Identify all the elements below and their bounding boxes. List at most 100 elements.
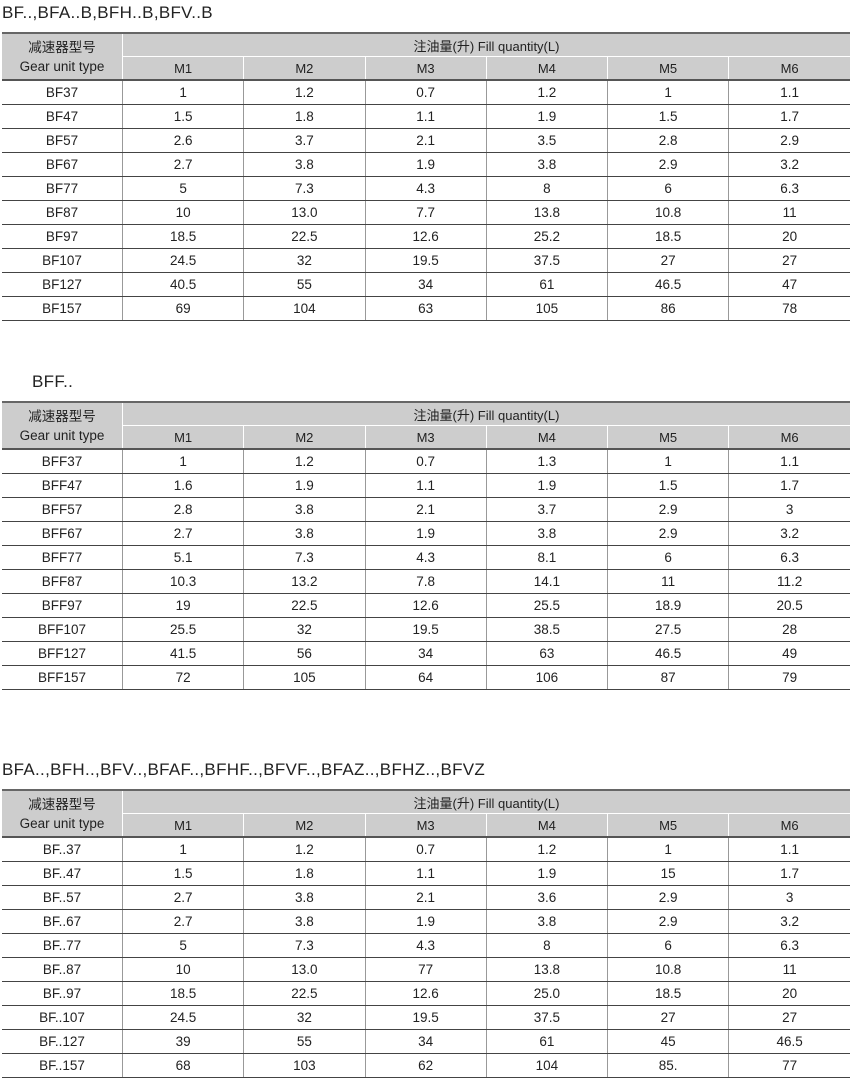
mounting-position-header: M5 <box>606 813 729 838</box>
fill-value-cell: 13.2 <box>243 569 365 594</box>
fill-value-cell: 7.3 <box>243 176 365 201</box>
fill-value-cell: 3.8 <box>485 521 608 546</box>
fill-value-cell: 77 <box>364 957 487 982</box>
fill-value-cell: 37.5 <box>485 1005 608 1030</box>
fill-value-cell: 3.8 <box>243 521 365 546</box>
mounting-position-header: M3 <box>364 56 487 81</box>
fill-value-cell: 1.9 <box>485 473 608 498</box>
gear-unit-type-header: 减速器型号 Gear unit type <box>2 401 123 450</box>
fill-value-cell: 2.9 <box>606 885 729 910</box>
table-row: BF..37 1 1.2 0.7 1.2 1 1.1 <box>2 837 850 862</box>
fill-value-cell: 68 <box>121 1053 244 1078</box>
fill-value-cell: 1.8 <box>243 861 365 886</box>
fill-value-cell: 18.5 <box>121 224 244 249</box>
fill-value-cell: 8.1 <box>485 545 608 570</box>
fill-value-cell: 2.6 <box>121 128 244 153</box>
table-row: BF..107 24.5 32 19.5 37.5 27 27 <box>2 1005 850 1030</box>
fill-value-cell: 2.1 <box>364 497 487 522</box>
fill-value-cell: 41.5 <box>121 641 244 666</box>
fill-value-cell: 27 <box>606 1005 729 1030</box>
fill-value-cell: 18.5 <box>606 981 729 1006</box>
fill-value-cell: 10.8 <box>606 957 729 982</box>
gear-unit-cell: BF..47 <box>2 861 123 886</box>
fill-value-cell: 87 <box>606 665 729 690</box>
fill-value-cell: 27.5 <box>606 617 729 642</box>
gear-unit-cell: BFF97 <box>2 593 123 618</box>
fill-value-cell: 25.0 <box>485 981 608 1006</box>
gear-unit-cell: BFF87 <box>2 569 123 594</box>
fill-value-cell: 105 <box>243 665 365 690</box>
fill-value-cell: 38.5 <box>485 617 608 642</box>
table-row: BFF37 1 1.2 0.7 1.3 1 1.1 <box>2 449 850 474</box>
gear-unit-cell: BFF77 <box>2 545 123 570</box>
fill-value-cell: 34 <box>364 641 487 666</box>
fill-value-cell: 3.2 <box>728 152 850 177</box>
table-row: BF47 1.5 1.8 1.1 1.9 1.5 1.7 <box>2 104 850 129</box>
fill-value-cell: 2.7 <box>121 152 244 177</box>
fill-value-cell: 6.3 <box>728 176 850 201</box>
fill-value-cell: 1 <box>121 80 244 105</box>
fill-value-cell: 14.1 <box>485 569 608 594</box>
fill-value-cell: 3.8 <box>485 909 608 934</box>
fill-value-cell: 72 <box>121 665 244 690</box>
fill-value-cell: 55 <box>243 272 365 297</box>
fill-value-cell: 32 <box>243 248 365 273</box>
table-row: BF157 69 104 63 105 86 78 <box>2 296 850 321</box>
fill-value-cell: 18.5 <box>606 224 729 249</box>
fill-value-cell: 61 <box>485 272 608 297</box>
fill-value-cell: 1.5 <box>606 473 729 498</box>
fill-value-cell: 1.1 <box>364 473 487 498</box>
gear-unit-type-header: 减速器型号 Gear unit type <box>2 32 123 81</box>
fill-value-cell: 13.0 <box>243 200 365 225</box>
fill-value-cell: 11 <box>728 957 850 982</box>
fill-value-cell: 0.7 <box>364 449 487 474</box>
fill-value-cell: 104 <box>485 1053 608 1078</box>
fill-value-cell: 3 <box>728 497 850 522</box>
fill-value-cell: 27 <box>606 248 729 273</box>
fill-value-cell: 1.7 <box>728 861 850 886</box>
fill-value-cell: 20.5 <box>728 593 850 618</box>
fill-value-cell: 1 <box>606 837 729 862</box>
fill-value-cell: 40.5 <box>121 272 244 297</box>
gear-unit-cell: BFF57 <box>2 497 123 522</box>
fill-value-cell: 0.7 <box>364 80 487 105</box>
table-row: BFF67 2.7 3.8 1.9 3.8 2.9 3.2 <box>2 521 850 546</box>
fill-value-cell: 3.8 <box>485 152 608 177</box>
fill-value-cell: 2.7 <box>121 885 244 910</box>
fill-value-cell: 37.5 <box>485 248 608 273</box>
fill-value-cell: 62 <box>364 1053 487 1078</box>
fill-value-cell: 63 <box>364 296 487 321</box>
gear-unit-cell: BFF47 <box>2 473 123 498</box>
fill-value-cell: 1.2 <box>243 80 365 105</box>
fill-quantity-table: 减速器型号 Gear unit type 注油量(升) Fill quantity(… <box>2 789 850 1078</box>
fill-value-cell: 1.9 <box>243 473 365 498</box>
fill-value-cell: 6 <box>606 545 729 570</box>
table-row: BFF127 41.5 56 34 63 46.5 49 <box>2 641 850 666</box>
fill-value-cell: 104 <box>243 296 365 321</box>
fill-value-cell: 12.6 <box>364 224 487 249</box>
fill-value-cell: 46.5 <box>728 1029 850 1054</box>
fill-value-cell: 47 <box>728 272 850 297</box>
gear-unit-cell: BF..87 <box>2 957 123 982</box>
fill-value-cell: 13.0 <box>243 957 365 982</box>
fill-quantity-table: 减速器型号 Gear unit type 注油量(升) Fill quantity(… <box>2 401 850 690</box>
fill-value-cell: 1.3 <box>485 449 608 474</box>
mounting-position-header: M4 <box>485 813 608 838</box>
fill-value-cell: 69 <box>121 296 244 321</box>
fill-value-cell: 8 <box>485 933 608 958</box>
fill-value-cell: 1.1 <box>364 104 487 129</box>
fill-value-cell: 1 <box>121 837 244 862</box>
fill-value-cell: 1.9 <box>364 152 487 177</box>
mounting-position-header: M3 <box>364 813 487 838</box>
fill-value-cell: 13.8 <box>485 957 608 982</box>
fill-value-cell: 24.5 <box>121 248 244 273</box>
fill-value-cell: 27 <box>728 248 850 273</box>
fill-value-cell: 1.5 <box>121 104 244 129</box>
fill-value-cell: 56 <box>243 641 365 666</box>
fill-value-cell: 1.2 <box>243 837 365 862</box>
fill-value-cell: 7.7 <box>364 200 487 225</box>
fill-value-cell: 2.7 <box>121 521 244 546</box>
fill-value-cell: 3.7 <box>243 128 365 153</box>
gear-unit-cell: BF..97 <box>2 981 123 1006</box>
fill-value-cell: 1.2 <box>485 80 608 105</box>
